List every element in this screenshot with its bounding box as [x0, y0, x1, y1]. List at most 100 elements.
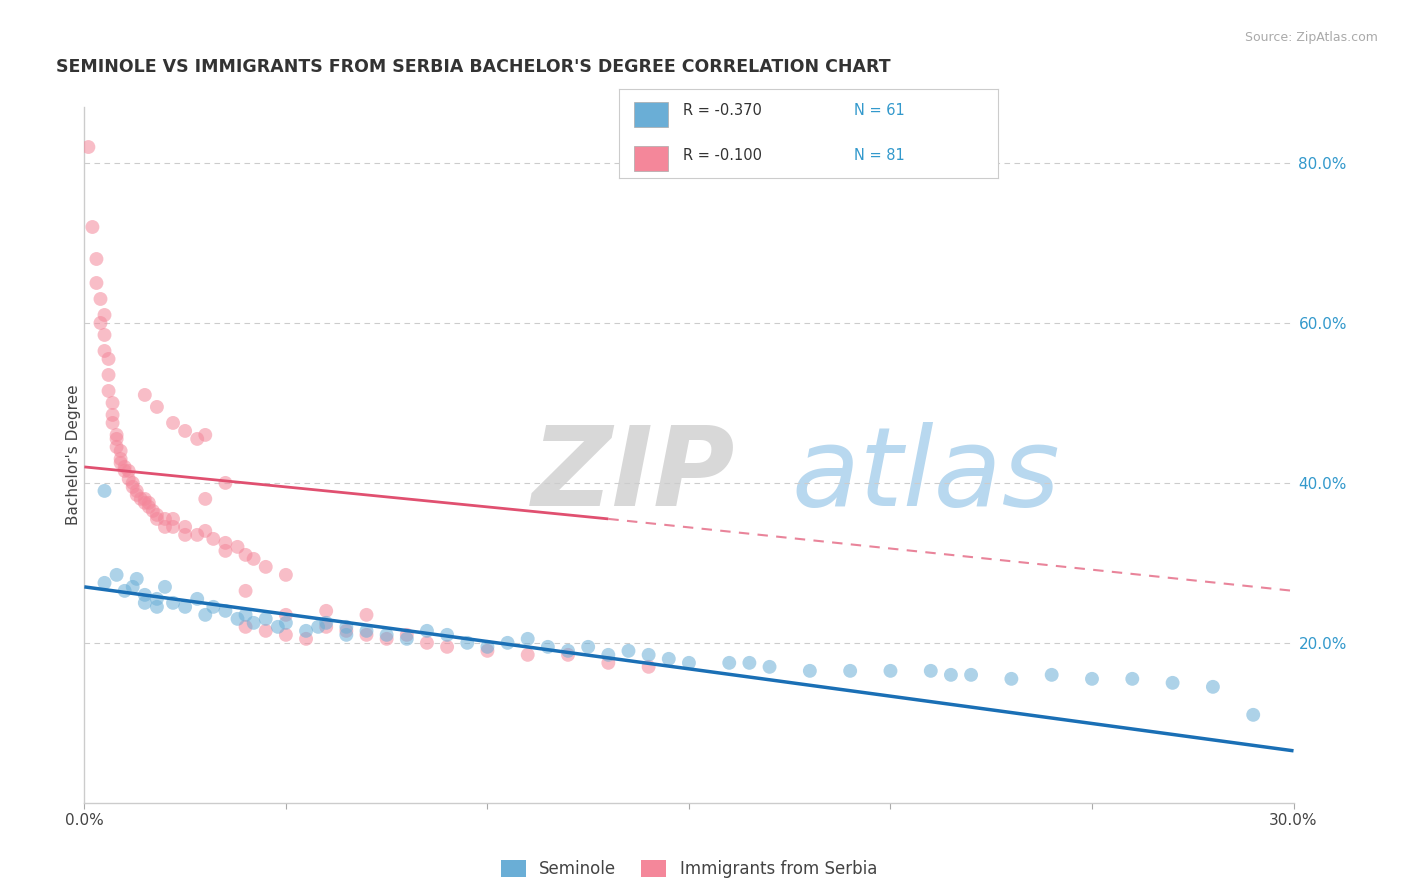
Point [214, 475, 236, 490]
Point [114, 464, 136, 478]
Point [356, 628, 378, 642]
Point [1241, 707, 1264, 722]
Point [242, 615, 264, 630]
Point [235, 620, 257, 634]
Point [97, 351, 120, 366]
Point [174, 520, 197, 534]
Point [274, 607, 297, 622]
Point [235, 607, 257, 622]
Legend: Seminole, Immigrants from Serbia: Seminole, Immigrants from Serbia [494, 854, 884, 885]
Point [799, 664, 821, 678]
Point [114, 583, 136, 598]
Point [110, 456, 132, 470]
Point [89, 292, 111, 306]
Point [97, 384, 120, 398]
Point [194, 491, 217, 506]
Point [93, 308, 115, 322]
Point [93, 575, 115, 590]
Point [335, 624, 357, 638]
Point [758, 660, 780, 674]
Point [375, 628, 398, 642]
Point [202, 599, 225, 614]
Point [254, 612, 277, 626]
Point [86, 276, 108, 290]
Point [134, 491, 156, 506]
Text: N = 61: N = 61 [853, 103, 904, 118]
Point [678, 656, 700, 670]
Point [105, 440, 128, 454]
Point [456, 636, 478, 650]
Point [214, 604, 236, 618]
Point [356, 624, 378, 638]
Point [557, 648, 579, 662]
Point [315, 620, 337, 634]
Point [146, 508, 169, 522]
Point [274, 615, 297, 630]
Point [1202, 680, 1225, 694]
Point [146, 512, 169, 526]
Y-axis label: Bachelor's Degree: Bachelor's Degree [66, 384, 80, 525]
Point [235, 583, 257, 598]
Point [174, 528, 197, 542]
Point [537, 640, 560, 654]
Point [226, 612, 249, 626]
FancyBboxPatch shape [634, 146, 668, 171]
Point [105, 428, 128, 442]
Point [242, 552, 264, 566]
Point [134, 496, 156, 510]
Point [134, 588, 156, 602]
Point [194, 428, 217, 442]
Point [637, 648, 659, 662]
Point [226, 540, 249, 554]
Point [557, 644, 579, 658]
Point [335, 628, 357, 642]
Text: R = -0.370: R = -0.370 [683, 103, 762, 118]
Point [93, 343, 115, 358]
Point [118, 464, 141, 478]
Point [214, 544, 236, 558]
Point [356, 607, 378, 622]
Point [186, 528, 208, 542]
Text: SEMINOLE VS IMMIGRANTS FROM SERBIA BACHELOR'S DEGREE CORRELATION CHART: SEMINOLE VS IMMIGRANTS FROM SERBIA BACHE… [56, 58, 891, 76]
Point [496, 636, 519, 650]
Point [105, 567, 128, 582]
Point [920, 664, 942, 678]
Point [142, 504, 165, 518]
Text: N = 81: N = 81 [853, 148, 904, 162]
Point [174, 424, 197, 438]
Point [416, 624, 439, 638]
Point [335, 620, 357, 634]
Point [114, 459, 136, 474]
Point [162, 520, 184, 534]
Point [125, 483, 148, 498]
FancyBboxPatch shape [634, 102, 668, 127]
Point [375, 632, 398, 646]
Point [598, 648, 620, 662]
Point [110, 451, 132, 466]
Point [153, 520, 176, 534]
Point [939, 668, 962, 682]
Point [121, 475, 143, 490]
Point [186, 591, 208, 606]
Point [295, 632, 318, 646]
Point [960, 668, 983, 682]
Point [315, 604, 337, 618]
Point [254, 560, 277, 574]
Point [658, 652, 681, 666]
Text: Source: ZipAtlas.com: Source: ZipAtlas.com [1244, 31, 1378, 45]
Point [138, 500, 160, 514]
Point [839, 664, 862, 678]
Point [101, 416, 124, 430]
Point [516, 648, 538, 662]
Text: R = -0.100: R = -0.100 [683, 148, 762, 162]
Point [295, 624, 318, 638]
Point [97, 368, 120, 382]
Point [395, 628, 418, 642]
Point [194, 607, 217, 622]
Text: atlas: atlas [792, 422, 1060, 529]
Point [477, 644, 499, 658]
Point [315, 615, 337, 630]
Point [82, 219, 104, 234]
Point [162, 596, 184, 610]
Point [86, 252, 108, 266]
